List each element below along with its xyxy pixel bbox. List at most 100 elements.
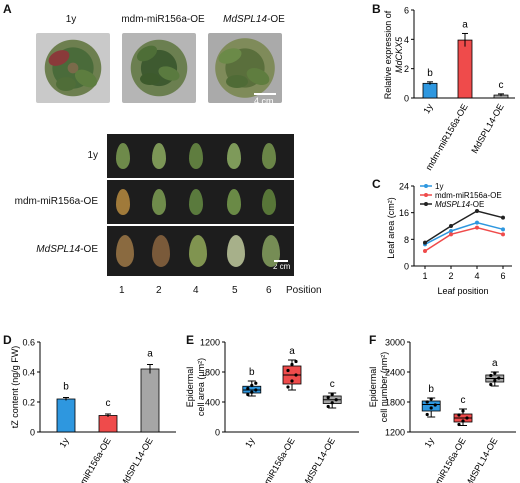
significance-letter: b xyxy=(427,68,433,79)
y-tick-label: 1800 xyxy=(385,398,405,408)
y-axis-label-line1: Relative expression of xyxy=(383,10,393,99)
leaf-photo xyxy=(262,143,276,169)
y-axis-label-part: Leaf area (cm²) xyxy=(386,197,396,259)
y-tick-label: 16 xyxy=(399,208,409,218)
data-point xyxy=(294,373,298,377)
y-axis-label: tZ content (ng/g FW) xyxy=(10,346,20,429)
data-point xyxy=(334,398,338,402)
leaf-photo xyxy=(227,189,241,215)
series-line xyxy=(424,226,504,252)
y-tick-label: 400 xyxy=(205,398,220,408)
leaf-photo xyxy=(262,189,276,215)
significance-letter: a xyxy=(289,346,295,357)
x-tick-label: 1y xyxy=(421,102,435,116)
legend-marker xyxy=(424,184,428,188)
y-tick-label: 3000 xyxy=(385,338,405,348)
leaf-photo xyxy=(189,189,203,215)
leaf-photo xyxy=(189,143,203,169)
y-axis-label: Leaf area (cm²) xyxy=(386,197,396,259)
data-point xyxy=(449,224,453,228)
y-tick-label: 8 xyxy=(404,235,409,245)
data-point xyxy=(497,376,501,380)
position-label-6: 6 xyxy=(266,285,272,296)
data-point xyxy=(423,240,427,245)
y-axis-label-line1-part: Relative expression of xyxy=(383,10,393,99)
data-point xyxy=(425,400,429,404)
x-tick-label: mdm-miR156a-OE xyxy=(251,436,297,483)
data-point xyxy=(449,232,453,237)
legend-label-suffix: -OE xyxy=(470,200,484,209)
y-tick-label: 2400 xyxy=(385,368,405,378)
bar xyxy=(457,39,473,99)
significance-letter: b xyxy=(249,367,255,378)
y-tick-label: 0 xyxy=(404,94,409,104)
x-tick-label: 6 xyxy=(500,271,505,281)
data-point xyxy=(330,401,334,405)
x-tick-label: 1y xyxy=(243,436,257,450)
chart-e: 0 400 800 1200 Epidermal cell area (µm²) b a c 1y… xyxy=(185,338,359,483)
data-point xyxy=(489,382,493,387)
significance-letter: c xyxy=(461,395,466,406)
x-axis-label: Leaf position xyxy=(437,286,488,296)
significance-letter: c xyxy=(499,80,504,91)
series-line xyxy=(424,221,504,246)
position-label-1: 1 xyxy=(119,285,125,296)
data-point xyxy=(489,373,493,378)
data-point xyxy=(449,229,453,233)
panel-label-b: B xyxy=(372,2,381,16)
y-axis-label-line2: cell number (nm²) xyxy=(379,352,389,423)
series-line xyxy=(424,210,504,244)
bar xyxy=(56,398,76,433)
x-tick-label: 4 xyxy=(474,271,479,281)
y-tick-label: 24 xyxy=(399,182,409,192)
leaf-photo xyxy=(152,189,166,215)
scale-bar-bottom xyxy=(274,260,288,262)
scale-label-bottom: 2 cm xyxy=(273,262,291,271)
y-tick-label: 4 xyxy=(404,35,409,45)
plant-label-spl14: MdSPL14-OE xyxy=(204,14,304,25)
plant-photo-spl14 xyxy=(208,33,282,103)
x-tick-label: 1 xyxy=(422,271,427,281)
x-tick-label: MdSPL14-OE xyxy=(118,436,154,483)
y-axis-label-line1-part: Epidermal xyxy=(368,367,378,408)
y-tick-label: 1200 xyxy=(385,428,405,438)
leaf-photo xyxy=(227,143,241,169)
y-axis-label-line2: MdCKX5 xyxy=(394,36,404,73)
data-point xyxy=(423,249,427,253)
position-label-5: 5 xyxy=(232,285,238,296)
chart-d: 0 0.2 0.4 0.6tZ content (ng/g FW) b c a 1ymdm-m… xyxy=(10,338,176,483)
scale-bar-top xyxy=(254,93,276,95)
scale-label-top: 4 cm xyxy=(254,96,274,106)
plant-label-mir156-text: mdm-miR156a-OE xyxy=(121,14,205,25)
y-axis-label-line2-part: MdCKX5 xyxy=(394,36,404,73)
data-point xyxy=(475,220,479,225)
y-axis-label-line2: cell area (µm²) xyxy=(196,358,206,416)
bar xyxy=(140,368,160,433)
data-point xyxy=(433,403,437,407)
significance-letter: a xyxy=(492,358,498,369)
data-point xyxy=(475,209,479,213)
bar xyxy=(98,415,118,433)
leaf-photo xyxy=(152,143,166,169)
data-point xyxy=(294,359,298,364)
data-point xyxy=(254,388,258,392)
legend-label: MdSPL14-OE xyxy=(435,200,484,209)
data-point xyxy=(475,225,479,230)
x-tick-label: mdm-miR156a-OE xyxy=(67,436,113,483)
row-label-spl14-italic: MdSPL14 xyxy=(36,244,81,255)
data-point xyxy=(429,397,433,401)
data-point xyxy=(425,412,429,417)
legend-marker xyxy=(424,193,428,197)
data-point xyxy=(465,416,469,420)
y-axis-label-line2-part: cell area (µm²) xyxy=(196,358,206,416)
y-axis-label-line1-part: Epidermal xyxy=(185,367,195,408)
position-word: Position xyxy=(286,285,322,296)
y-tick-label: 6 xyxy=(404,6,409,16)
data-point xyxy=(326,404,330,409)
significance-letter: b xyxy=(428,384,434,395)
significance-letter: b xyxy=(63,382,69,393)
x-tick-label: MdSPL14-OE xyxy=(469,102,505,155)
x-tick-label: 2 xyxy=(448,271,453,281)
y-tick-label: 0 xyxy=(215,428,220,438)
